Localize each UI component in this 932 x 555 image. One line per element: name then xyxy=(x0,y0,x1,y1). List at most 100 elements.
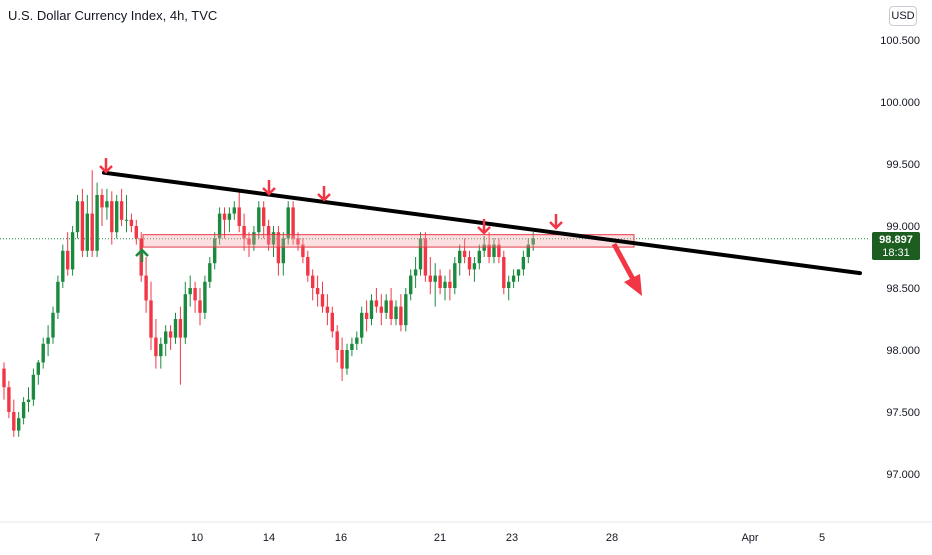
candle-body xyxy=(51,312,55,338)
candle-body xyxy=(526,244,530,257)
candle-body xyxy=(507,281,511,288)
candle-body xyxy=(423,238,428,276)
candle-body xyxy=(389,300,393,319)
resistance-touch-arrow-icon xyxy=(477,219,491,235)
candle-body xyxy=(306,257,310,276)
candle-body xyxy=(448,281,452,288)
x-tick-label: 10 xyxy=(191,532,203,544)
candle-body xyxy=(531,238,535,245)
candle-body xyxy=(144,275,148,301)
candle-body xyxy=(521,257,526,270)
candle-body xyxy=(443,281,447,288)
candle-body xyxy=(350,343,354,350)
candle-body xyxy=(252,232,256,245)
candle-body xyxy=(217,213,222,239)
candle-body xyxy=(41,343,45,363)
projection-arrow-shaft xyxy=(611,242,638,285)
candle-body xyxy=(428,275,432,282)
axes: 100.500 100.000 99.500 99.000 98.500 98.000 97… xyxy=(0,35,932,544)
candle-body xyxy=(399,306,403,326)
candle-body xyxy=(242,226,246,239)
x-tick-label: 21 xyxy=(434,532,446,544)
currency-selector[interactable]: USD xyxy=(889,6,917,26)
candle-body xyxy=(232,207,236,214)
candle-body xyxy=(12,412,16,431)
candle-body xyxy=(355,337,359,344)
y-tick-label: 97.500 xyxy=(886,407,920,419)
y-tick-label: 98.500 xyxy=(886,283,920,295)
candle-body xyxy=(325,306,330,313)
candle-body xyxy=(296,238,300,245)
descending-trendline xyxy=(102,170,862,276)
candle-body xyxy=(222,213,227,220)
candle-body xyxy=(154,337,158,357)
candle-body xyxy=(100,195,104,208)
y-tick-label: 99.000 xyxy=(886,221,920,233)
arrow-head xyxy=(99,165,113,174)
arrow-head xyxy=(549,221,563,230)
candle-body xyxy=(247,238,251,245)
support-up-arrow-icon xyxy=(135,248,149,262)
candle-body xyxy=(61,250,65,282)
candle-body xyxy=(70,232,75,270)
candle-body xyxy=(80,201,85,251)
candle-body xyxy=(433,275,437,282)
candle-body xyxy=(178,319,183,338)
candle-body xyxy=(281,238,285,264)
candle-body xyxy=(129,219,134,226)
candle-body xyxy=(7,387,11,412)
y-tick-label: 100.500 xyxy=(880,35,920,47)
candle-body xyxy=(364,312,369,319)
candle-body xyxy=(237,207,241,226)
candle-body xyxy=(266,226,271,245)
x-tick-label: 7 xyxy=(94,532,100,544)
candle-body xyxy=(340,350,344,369)
candle-body xyxy=(360,312,364,338)
candle-body xyxy=(21,402,26,419)
candle-body xyxy=(95,195,99,251)
candle-body xyxy=(36,362,40,375)
annotations xyxy=(99,158,862,296)
candle-body xyxy=(379,306,383,313)
candle-body xyxy=(472,263,477,270)
candle-body xyxy=(2,368,6,388)
candle-body xyxy=(516,269,521,276)
arrow-head xyxy=(262,187,276,196)
x-tick-label: 28 xyxy=(606,532,618,544)
projection-arrow-icon xyxy=(611,242,642,296)
candle-body xyxy=(467,257,472,270)
candle-body xyxy=(168,331,173,338)
candle-body xyxy=(208,263,212,282)
candle-body xyxy=(17,418,21,431)
candle-body xyxy=(335,331,339,350)
candle-body xyxy=(271,232,276,245)
candle-body xyxy=(159,343,163,357)
resistance-zone xyxy=(142,234,635,248)
y-tick-label: 97.000 xyxy=(886,469,920,481)
candle-body xyxy=(345,350,349,369)
candle-body xyxy=(173,319,178,338)
candle-body xyxy=(502,257,506,288)
candle-body xyxy=(369,300,374,319)
resistance-touch-arrow-icon xyxy=(262,180,276,196)
resistance-touch-arrow-icon xyxy=(99,158,113,174)
candle-body xyxy=(227,213,232,220)
resistance-touch-arrow-icon xyxy=(549,214,563,230)
candle-body xyxy=(110,201,114,233)
x-tick-label: 23 xyxy=(506,532,518,544)
x-tick-label: 14 xyxy=(263,532,275,544)
candle-body xyxy=(66,250,70,270)
candle-body xyxy=(497,244,501,257)
y-tick-label: 99.500 xyxy=(886,159,920,171)
candle-body xyxy=(26,399,31,403)
candle-body xyxy=(384,300,388,313)
candle-body xyxy=(487,244,491,257)
candle-body xyxy=(413,269,418,276)
candle-body xyxy=(119,201,124,220)
candle-body xyxy=(453,263,457,288)
candle-body xyxy=(183,294,187,338)
x-tick-label: 5 xyxy=(819,532,825,544)
candle-body xyxy=(134,226,138,239)
